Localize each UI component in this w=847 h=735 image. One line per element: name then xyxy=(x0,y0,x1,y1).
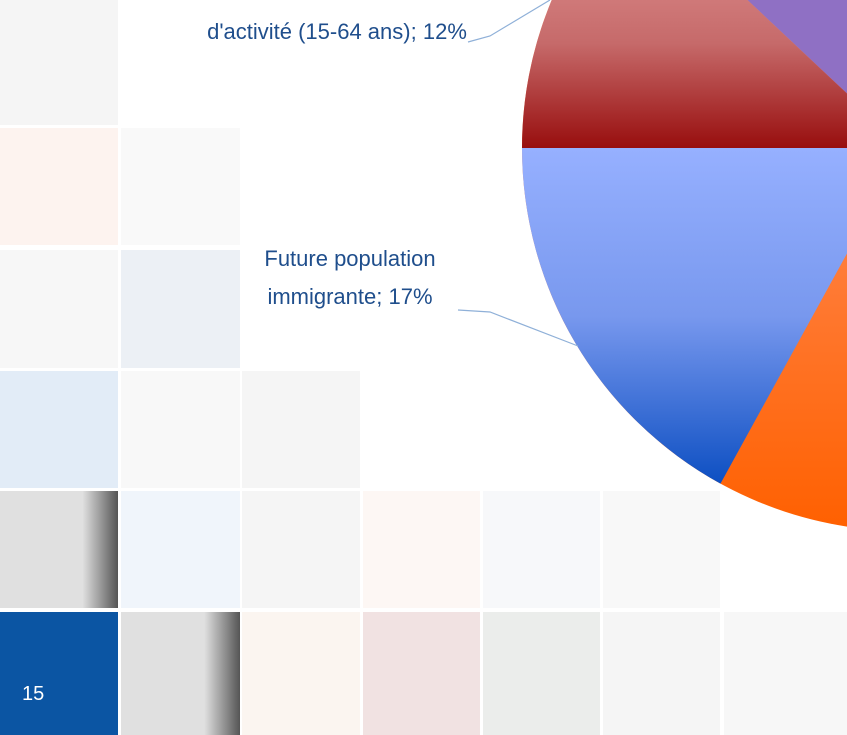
pie-slice xyxy=(522,148,847,484)
tile xyxy=(0,612,118,735)
tile xyxy=(121,250,240,368)
tile xyxy=(121,612,240,735)
tile xyxy=(121,371,240,488)
tile xyxy=(724,612,847,735)
tile xyxy=(483,612,600,735)
pie-rest xyxy=(747,0,847,94)
tile xyxy=(0,128,118,245)
tile xyxy=(242,371,360,488)
tile xyxy=(363,612,480,735)
tile xyxy=(0,371,118,488)
tile xyxy=(242,612,360,735)
pie xyxy=(522,0,847,527)
tile xyxy=(0,0,118,125)
leader-line xyxy=(457,309,579,347)
tile xyxy=(363,491,480,608)
slice-name: d'activité (15-64 ans) xyxy=(207,19,411,44)
tile xyxy=(603,612,720,735)
separator: ; xyxy=(376,284,383,309)
separator: ; xyxy=(410,19,417,44)
tile xyxy=(242,491,360,608)
tile xyxy=(483,491,600,608)
slice-label: Future population immigrante; 17% xyxy=(225,240,475,316)
pie-slice xyxy=(522,0,847,148)
tile xyxy=(0,250,118,368)
leader-line xyxy=(467,0,551,43)
tile xyxy=(121,128,240,245)
tile xyxy=(603,491,720,608)
slice-value: 17% xyxy=(388,284,433,309)
slice-name: Future population immigrante xyxy=(264,246,436,309)
page-number: 15 xyxy=(22,683,45,705)
tile xyxy=(121,491,240,608)
slice-label: d'activité (15-64 ans); 12% xyxy=(187,13,487,51)
tile xyxy=(0,491,118,608)
slice-value: 12% xyxy=(422,19,467,44)
